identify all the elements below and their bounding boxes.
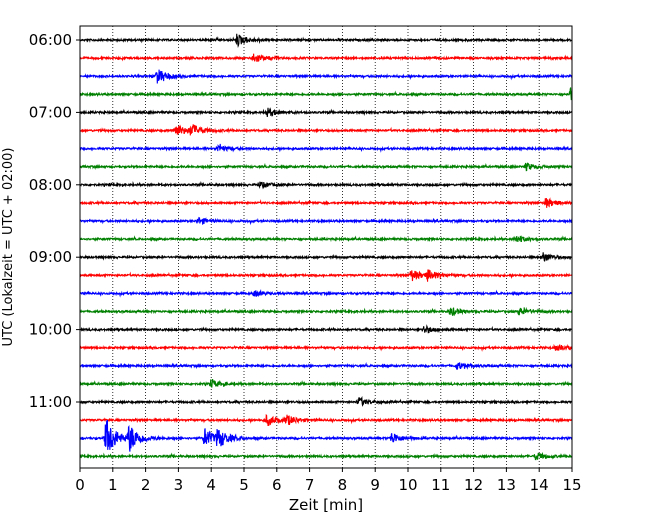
x-tick-label: 5 [239,476,249,494]
x-tick-label: 2 [141,476,151,494]
trace-line [79,33,573,48]
plot-frame [79,25,573,469]
x-tick-label: 12 [464,476,483,494]
trace-line [79,269,573,282]
trace-line [79,379,573,388]
trace-line [79,414,573,427]
trace-line [79,451,573,461]
trace-line [79,306,573,317]
trace-line [79,343,573,352]
x-tick-label: 9 [370,476,380,494]
trace-line [79,53,573,62]
x-tick-label: 14 [530,476,549,494]
y-tick-label: 09:00 [29,248,72,266]
y-tick-label: 08:00 [29,176,72,194]
x-tick-label: 13 [497,476,516,494]
x-tick-label: 15 [562,476,581,494]
y-axis-title: UTC (Lokalzeit = UTC + 02:00) [1,148,16,347]
x-tick-label: 4 [206,476,216,494]
trace-line [79,362,573,370]
trace-line [79,197,573,208]
y-tick-label: 06:00 [29,31,72,49]
y-tick-label: 07:00 [29,103,72,121]
trace-line [79,324,573,334]
trace-line [79,289,573,298]
x-tick-label: 0 [75,476,85,494]
trace-line [79,124,573,136]
trace-line [79,162,573,172]
trace-line [79,396,573,407]
x-tick-label: 8 [338,476,348,494]
seismic-traces [79,33,573,461]
trace-line [79,180,573,190]
trace-line [79,69,573,84]
x-tick-label: 7 [305,476,315,494]
trace-line [79,419,573,452]
trace-line [79,87,573,101]
y-axis-ticks: 06:00 07:00 08:00 09:00 10:00 11:00 [29,31,80,411]
x-tick-label: 11 [431,476,450,494]
trace-line [79,216,573,226]
trace-line [79,107,573,118]
x-tick-label: 3 [174,476,184,494]
x-tick-label: 1 [108,476,118,494]
x-axis-ticks: 0 1 2 3 4 5 6 7 8 9 10 11 12 13 14 15 [75,468,582,494]
x-tick-label: 6 [272,476,282,494]
x-axis-title: Zeit [min] [289,496,363,514]
trace-line [79,252,573,262]
y-tick-label: 11:00 [29,393,72,411]
trace-line [79,235,573,243]
trace-line [79,143,573,153]
x-tick-label: 10 [398,476,417,494]
y-tick-label: 10:00 [29,321,72,339]
